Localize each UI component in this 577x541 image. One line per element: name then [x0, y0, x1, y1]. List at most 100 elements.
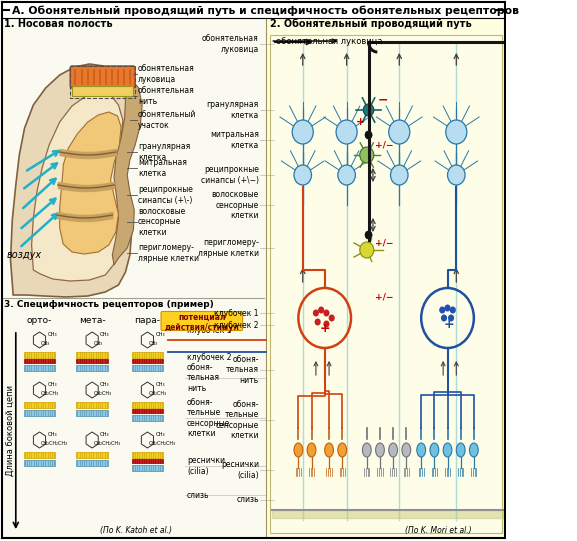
Circle shape [314, 319, 321, 326]
Text: перигломеру-
лярные клетки: перигломеру- лярные клетки [198, 238, 259, 258]
Circle shape [323, 320, 329, 327]
Text: слизь: слизь [187, 491, 209, 499]
FancyBboxPatch shape [132, 452, 163, 458]
Text: А. Обонятельный проводящий путь и специфичность обонятельных рецепторов: А. Обонятельный проводящий путь и специф… [12, 6, 519, 16]
Ellipse shape [430, 443, 439, 457]
Text: обонятельная
нить: обонятельная нить [138, 87, 194, 105]
Polygon shape [59, 112, 121, 254]
Circle shape [448, 314, 454, 321]
Circle shape [294, 165, 312, 185]
FancyBboxPatch shape [76, 402, 108, 408]
Polygon shape [113, 75, 142, 265]
FancyBboxPatch shape [76, 460, 108, 466]
Text: CH₃: CH₃ [155, 382, 165, 387]
Text: +/−: +/− [374, 141, 393, 150]
Circle shape [292, 120, 313, 144]
Text: воздух: воздух [7, 250, 42, 260]
Text: мета-: мета- [79, 316, 106, 325]
Circle shape [391, 165, 408, 185]
Text: 3. Специфичность рецепторов (пример): 3. Специфичность рецепторов (пример) [5, 300, 214, 309]
Text: CH₂CH₂CH₃: CH₂CH₂CH₃ [149, 441, 177, 446]
FancyBboxPatch shape [132, 465, 163, 471]
FancyBboxPatch shape [161, 312, 243, 331]
Text: CH₃: CH₃ [47, 332, 57, 337]
Text: волосковые
сенсорные
клетки: волосковые сенсорные клетки [212, 190, 259, 220]
Ellipse shape [456, 443, 465, 457]
Ellipse shape [376, 443, 384, 457]
FancyBboxPatch shape [24, 460, 55, 466]
Text: гранулярная
клетка: гранулярная клетка [138, 142, 190, 162]
FancyBboxPatch shape [132, 459, 163, 463]
Text: обоня-
тельные
сенсорные
клетки: обоня- тельные сенсорные клетки [187, 398, 230, 438]
Text: CH₃: CH₃ [155, 332, 165, 337]
Ellipse shape [307, 443, 316, 457]
FancyBboxPatch shape [24, 359, 55, 363]
Text: CH₃: CH₃ [47, 432, 57, 437]
Circle shape [318, 307, 324, 313]
Polygon shape [32, 92, 123, 281]
Text: обонятельная
луковица: обонятельная луковица [138, 64, 194, 84]
Text: реснички
(cilia): реснички (cilia) [221, 460, 259, 480]
Polygon shape [10, 64, 133, 297]
Text: клубочек 1: клубочек 1 [187, 326, 231, 335]
Circle shape [365, 131, 372, 139]
Text: +: + [320, 322, 330, 335]
Circle shape [446, 120, 467, 144]
Ellipse shape [443, 443, 452, 457]
Text: CH₂CH₂CH₃: CH₂CH₂CH₃ [94, 441, 121, 446]
Text: +: + [444, 318, 455, 331]
Circle shape [439, 307, 445, 313]
Text: CH₃: CH₃ [100, 382, 110, 387]
FancyBboxPatch shape [70, 66, 135, 88]
Text: гранулярная
клетка: гранулярная клетка [207, 100, 259, 120]
FancyBboxPatch shape [76, 365, 108, 371]
Circle shape [441, 314, 447, 321]
FancyBboxPatch shape [2, 18, 266, 538]
FancyBboxPatch shape [270, 35, 502, 533]
FancyBboxPatch shape [2, 298, 266, 538]
Circle shape [449, 307, 456, 313]
Text: обоня-
тельная
нить: обоня- тельная нить [226, 355, 259, 385]
Text: 2. Обонятельный проводящий путь: 2. Обонятельный проводящий путь [270, 18, 472, 29]
Text: орто-: орто- [27, 316, 52, 325]
Text: клубочек 1: клубочек 1 [215, 308, 259, 318]
Text: 1. Носовая полость: 1. Носовая полость [5, 19, 113, 29]
FancyBboxPatch shape [24, 365, 55, 371]
Text: слизь: слизь [237, 496, 259, 505]
Text: (По K. Mori et al.): (По K. Mori et al.) [406, 525, 472, 535]
Text: обоня-
тельная
нить: обоня- тельная нить [187, 363, 220, 393]
Ellipse shape [362, 443, 371, 457]
Text: обоня-
тельные
сенсорные
клетки: обоня- тельные сенсорные клетки [216, 400, 259, 440]
FancyBboxPatch shape [24, 352, 55, 358]
Circle shape [336, 120, 357, 144]
FancyBboxPatch shape [72, 86, 133, 96]
Text: +/−: +/− [374, 238, 393, 247]
Ellipse shape [389, 443, 398, 457]
FancyBboxPatch shape [76, 352, 108, 358]
FancyBboxPatch shape [266, 18, 504, 538]
Bar [70, 66, 135, 98]
FancyBboxPatch shape [132, 365, 163, 371]
FancyBboxPatch shape [132, 359, 163, 363]
Text: перигломеру-
лярные клетки: перигломеру- лярные клетки [138, 243, 198, 263]
FancyBboxPatch shape [132, 352, 163, 358]
Circle shape [338, 165, 355, 185]
Text: волосковые
сенсорные
клетки: волосковые сенсорные клетки [138, 207, 185, 237]
Text: митральная
клетка: митральная клетка [138, 159, 186, 177]
FancyBboxPatch shape [132, 409, 163, 413]
Text: реципрокные
синапсы (+\−): реципрокные синапсы (+\−) [201, 166, 259, 184]
Text: обонятельная луковица: обонятельная луковица [276, 37, 383, 46]
Text: CH₃: CH₃ [47, 382, 57, 387]
Ellipse shape [338, 443, 347, 457]
Text: обонятельная
луковица: обонятельная луковица [202, 34, 259, 54]
Text: CH₃: CH₃ [100, 432, 110, 437]
Text: CH₂CH₃: CH₂CH₃ [94, 391, 112, 396]
Ellipse shape [470, 443, 478, 457]
Text: CH₃: CH₃ [41, 341, 50, 346]
Text: CH₂CH₂CH₃: CH₂CH₂CH₃ [41, 441, 68, 446]
Text: реципрокные
синапсы (+\-): реципрокные синапсы (+\-) [138, 186, 193, 204]
Text: клубочек 2: клубочек 2 [187, 353, 231, 362]
Text: реснички
(cilia): реснички (cilia) [187, 456, 225, 476]
Text: +/−: +/− [374, 293, 393, 302]
Text: CH₃: CH₃ [149, 341, 158, 346]
